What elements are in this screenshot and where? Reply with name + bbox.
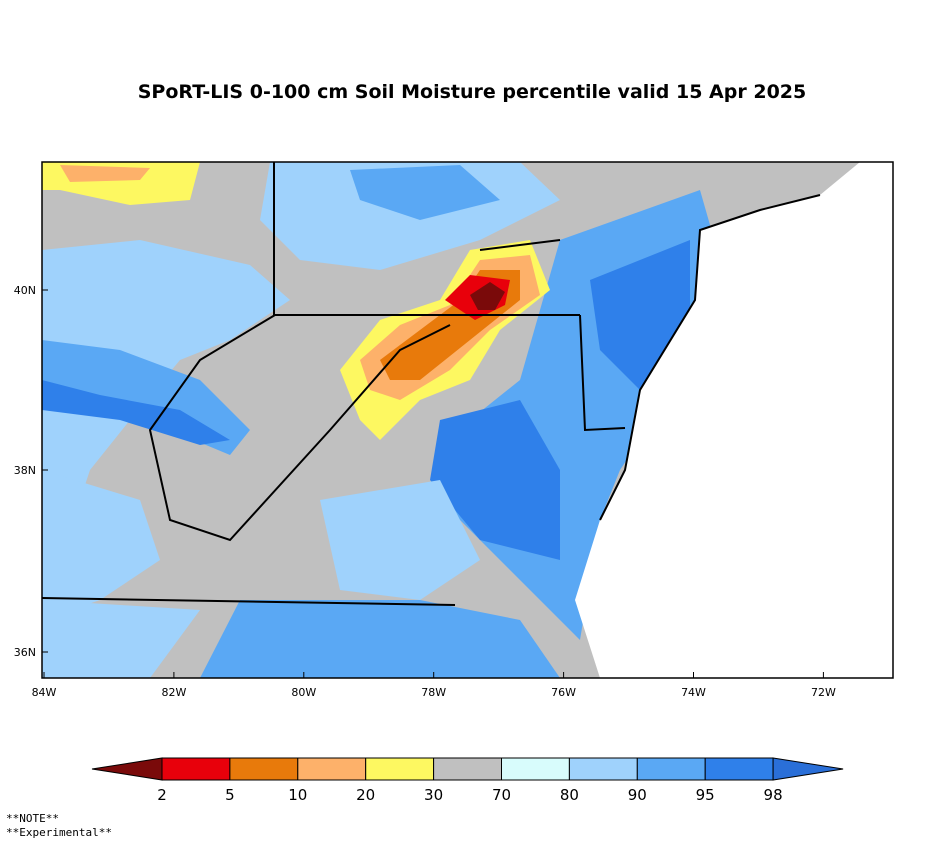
lon-label: 78W [421,686,446,699]
colorbar-swatch [636,757,706,781]
colorbar-label: 90 [628,786,647,804]
colorbar-label: 5 [225,786,235,804]
lat-label: 38N [14,464,36,477]
colorbar-swatch [501,757,570,781]
lon-label: 80W [291,686,316,699]
colorbar-swatch [433,757,503,781]
lat-label: 40N [14,284,36,297]
colorbar-label: 95 [696,786,715,804]
lon-label: 74W [681,686,706,699]
colorbar: 2 5 10 20 30 70 80 90 95 98 [91,757,844,804]
colorbar-swatch [365,757,435,781]
colorbar-swatch [704,757,774,781]
colorbar-swatch [91,757,163,781]
map-title: SPoRT-LIS 0-100 cm Soil Moisture percent… [138,81,806,103]
lon-label: 84W [32,686,57,699]
map-frame [41,161,894,679]
colorbar-label: 98 [764,786,783,804]
colorbar-swatch [297,757,367,781]
map-axes: 40N 38N 36N 84W 82W 80W 78W 76W 74W 72W [14,284,836,699]
map-field [42,162,893,678]
lon-label: 76W [551,686,576,699]
colorbar-label: 2 [157,786,167,804]
colorbar-label: 20 [356,786,375,804]
colorbar-label: 70 [492,786,511,804]
lon-label: 82W [161,686,186,699]
colorbar-swatch [568,757,638,781]
colorbar-label: 30 [424,786,443,804]
colorbar-label: 10 [288,786,307,804]
colorbar-swatch [229,757,299,781]
colorbar-label: 80 [560,786,579,804]
colorbar-swatch [161,757,231,781]
lon-label: 72W [811,686,836,699]
colorbar-swatch [772,757,844,781]
note: **NOTE** [6,812,59,825]
note: **Experimental** [6,826,112,839]
lat-label: 36N [14,646,36,659]
